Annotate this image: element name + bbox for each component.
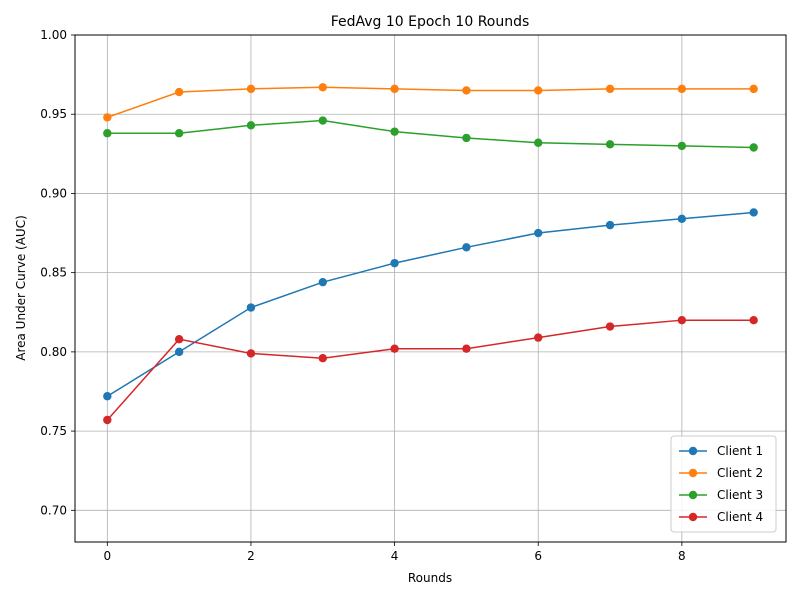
y-tick-label: 0.95 [40,107,67,121]
legend-label: Client 3 [717,488,763,502]
y-tick-label: 0.80 [40,345,67,359]
series-line [106,319,754,421]
series-client-2 [103,83,758,122]
data-point [677,141,687,151]
legend-item: Client 1 [679,444,763,458]
x-tick-label: 6 [534,549,542,563]
data-point [605,84,615,94]
data-point [749,208,758,217]
data-point [103,415,112,425]
x-tick-label: 2 [247,549,255,563]
data-point [462,86,471,95]
legend-label: Client 1 [717,444,763,458]
legend-marker [688,512,698,522]
y-tick-label: 1.00 [40,28,67,42]
series-client-3 [103,116,758,152]
data-point [246,349,256,358]
legend-marker [688,446,698,456]
x-tick-label: 8 [678,549,686,563]
data-point [749,315,758,325]
series-layer [103,83,758,425]
legend-marker [688,490,698,500]
legend-item: Client 3 [679,488,763,502]
legend-box [670,435,777,533]
x-tick-label: 0 [103,549,111,563]
data-point [174,87,184,97]
series-line [107,86,754,119]
data-point [103,129,112,138]
data-point [318,354,327,363]
data-point [103,392,112,401]
data-point [462,344,471,353]
legend: Client 1 Client 2 Client 3 Client 4 [670,435,777,533]
data-point [534,228,543,238]
data-point [534,333,543,342]
y-axis-label: Area Under Curve (AUC) [14,215,28,361]
x-axis-label: Rounds [408,571,452,585]
data-point [318,83,327,92]
legend-label: Client 2 [717,466,763,480]
data-point [677,84,687,94]
y-tick-label: 0.90 [40,186,67,200]
legend-item: Client 4 [679,510,763,524]
data-point [534,138,543,147]
ticks: 0 2 4 6 8 0.70 0.75 0.80 0.85 0.90 0.95 1.00 [40,28,685,563]
data-point [390,344,399,353]
data-point [174,347,184,357]
series-client-4 [103,315,758,425]
data-point [749,84,758,94]
legend-label: Client 4 [717,510,763,524]
data-point [246,121,256,130]
data-point [605,140,615,149]
data-point [605,220,615,230]
data-point [246,303,256,312]
data-point [174,129,184,138]
data-point [390,84,399,94]
data-point [605,322,615,331]
data-point [318,277,327,287]
chart-title: FedAvg 10 Epoch 10 Rounds [331,14,530,30]
grid [75,34,786,542]
data-point [462,243,471,252]
series-line [107,119,754,149]
legend-marker [688,468,698,478]
data-point [534,86,543,95]
data-point [677,315,687,325]
data-point [246,84,256,94]
data-point [390,127,399,136]
data-point [462,133,471,143]
y-tick-label: 0.85 [40,266,67,280]
data-point [103,113,112,122]
x-tick-label: 4 [391,549,399,563]
series-line [106,211,754,397]
data-point [174,335,184,344]
series-client-1 [103,208,758,401]
data-point [749,143,758,152]
data-point [677,214,687,223]
plot-frame [74,34,787,543]
y-tick-label: 0.70 [40,503,67,517]
y-tick-label: 0.75 [40,424,67,438]
data-point [318,116,327,125]
data-point [390,258,399,268]
legend-item: Client 2 [679,466,763,480]
